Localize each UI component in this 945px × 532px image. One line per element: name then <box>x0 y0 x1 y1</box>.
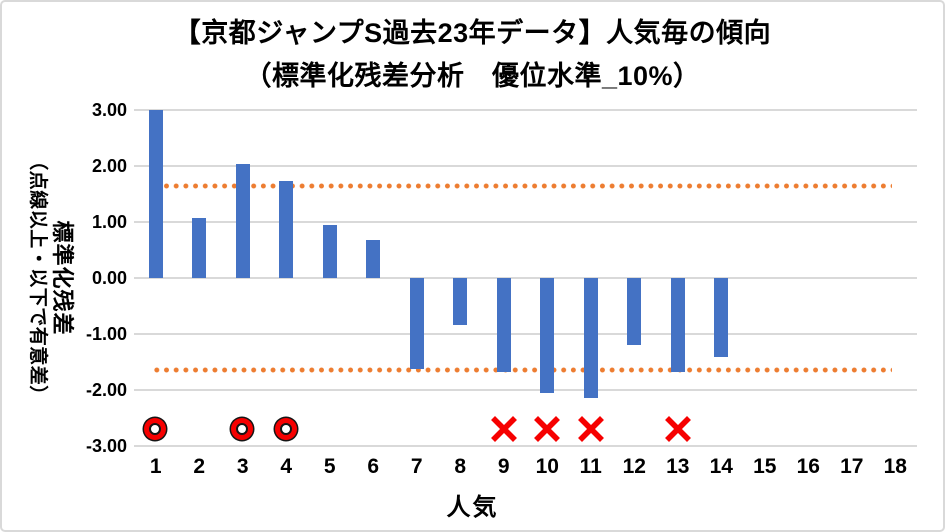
bar-popularity-2 <box>192 218 207 278</box>
x-tick-label: 5 <box>323 455 336 478</box>
double-circle-marker-3 <box>236 422 249 435</box>
lower-threshold-line <box>152 367 892 374</box>
plot-area: 1 2 3 4 5 6 7 8 9 10 11 12 13 14 15 16 17 18 <box>134 109 917 478</box>
x-tick-label: 9 <box>497 455 510 478</box>
x-tick-label: 2 <box>193 455 206 478</box>
bar-popularity-13 <box>670 278 685 372</box>
gridline-y--1.00 <box>134 333 917 335</box>
x-tick-label: 17 <box>840 455 864 478</box>
x-marker-10 <box>534 416 561 443</box>
gridline-y--3.00 <box>134 445 917 447</box>
x-tick-label: 10 <box>535 455 559 478</box>
bar-popularity-1 <box>148 110 163 278</box>
y-tick-label: -1.00 <box>85 324 127 344</box>
chart-title: 【京都ジャンプS過去23年データ】人気毎の傾向 （標準化残差分析 優位水準_10… <box>0 12 945 98</box>
x-tick-label: 11 <box>579 455 602 478</box>
bar-popularity-8 <box>453 278 468 326</box>
bar-popularity-7 <box>409 278 424 370</box>
x-tick-label: 4 <box>280 455 293 478</box>
x-tick-label: 6 <box>367 455 380 478</box>
chart-title-line1: 【京都ジャンプS過去23年データ】人気毎の傾向 <box>173 18 772 48</box>
x-tick-label: 7 <box>410 455 423 478</box>
x-tick-label: 18 <box>883 455 907 478</box>
y-tick-label: 0.00 <box>91 268 127 288</box>
upper-threshold-line <box>152 182 892 189</box>
x-tick-label: 16 <box>796 455 820 478</box>
x-marker-11 <box>577 416 604 443</box>
x-marker-13 <box>664 416 691 443</box>
x-tick-label: 14 <box>709 455 733 478</box>
x-tick-label: 13 <box>666 455 690 478</box>
x-tick-label: 12 <box>622 455 646 478</box>
y-tick-label: 3.00 <box>91 100 127 120</box>
bar-popularity-11 <box>583 278 598 398</box>
double-circle-marker-1 <box>149 422 162 435</box>
bar-popularity-14 <box>714 278 729 357</box>
x-tick-label: 1 <box>149 455 162 478</box>
chart-title-line2: （標準化残差分析 優位水準_10%） <box>244 61 701 91</box>
gridline-y-2.00 <box>134 165 917 167</box>
y-tick-label: -3.00 <box>85 436 127 456</box>
y-tick-label: -2.00 <box>85 380 127 400</box>
x-tick-label: 15 <box>753 455 777 478</box>
x-axis-title: 人気 <box>446 494 499 521</box>
bar-popularity-10 <box>540 278 555 394</box>
bar-popularity-4 <box>279 181 294 278</box>
y-tick-label: 1.00 <box>91 212 127 232</box>
gridline-y-0.00 <box>134 277 917 279</box>
x-marker-9 <box>490 416 517 443</box>
bar-popularity-3 <box>235 163 250 278</box>
gridline-y--2.00 <box>134 389 917 391</box>
x-tick-label: 3 <box>236 455 249 478</box>
gridline-y-3.00 <box>134 109 917 111</box>
bar-popularity-9 <box>496 278 511 373</box>
bar-popularity-6 <box>366 239 381 278</box>
bar-popularity-12 <box>627 278 642 346</box>
x-tick-label: 8 <box>454 455 467 478</box>
gridline-y-1.00 <box>134 221 917 223</box>
bar-popularity-5 <box>322 224 337 278</box>
double-circle-marker-4 <box>279 422 292 435</box>
y-tick-label: 2.00 <box>91 156 127 176</box>
